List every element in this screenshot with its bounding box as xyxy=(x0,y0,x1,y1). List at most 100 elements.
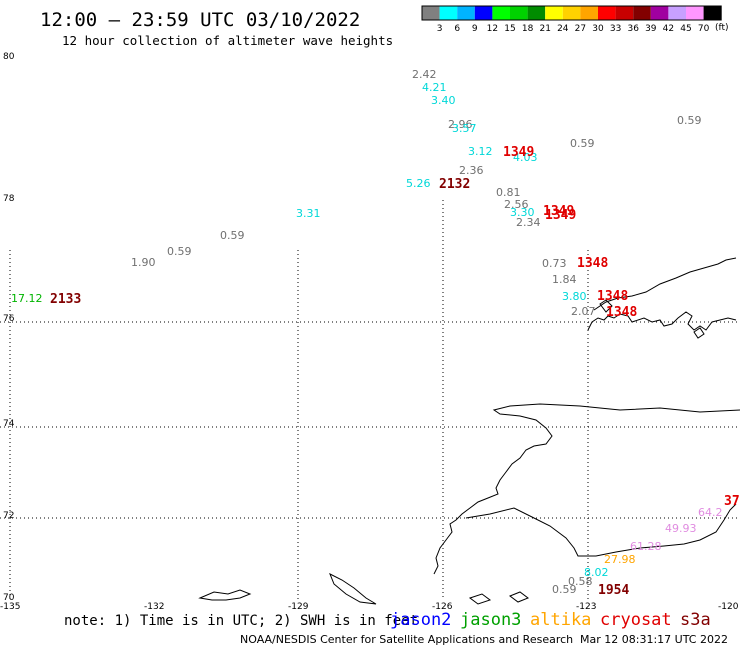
color-scale-swatch xyxy=(439,6,458,20)
wave-height-value: 2.42 xyxy=(412,68,437,81)
color-scale-label: 39 xyxy=(645,24,657,34)
color-scale-label: 18 xyxy=(522,24,534,34)
map-subtitle: 12 hour collection of altimeter wave hei… xyxy=(62,33,393,48)
wave-height-value: 2.36 xyxy=(459,164,484,177)
pass-number: 1954 xyxy=(598,583,629,598)
color-scale-label: 70 xyxy=(698,24,710,34)
coastline xyxy=(198,257,740,605)
units-note: note: 1) Time is in UTC; 2) SWH is in fe… xyxy=(64,613,418,629)
lon-label: -135 xyxy=(0,602,20,612)
lat-label: 72 xyxy=(3,511,14,521)
color-scale-swatch xyxy=(703,6,722,20)
wave-height-value: 3.40 xyxy=(431,94,456,107)
lon-label: -129 xyxy=(288,602,309,612)
wave-height-value: 3.30 xyxy=(510,206,535,219)
color-scale-swatch xyxy=(492,6,510,20)
lat-label: 74 xyxy=(3,419,15,429)
color-scale-swatch xyxy=(422,6,440,20)
wave-height-value: 1.90 xyxy=(131,256,156,269)
lon-label: -132 xyxy=(144,602,164,612)
legend-cryosat: cryosat xyxy=(600,610,672,630)
color-scale-label: 30 xyxy=(592,24,604,34)
wave-height-value: 2.56 xyxy=(504,198,529,211)
coastline-north-shore xyxy=(593,257,737,311)
wave-height-value: 2.34 xyxy=(516,216,541,229)
graticule xyxy=(0,200,740,600)
color-scale-swatch xyxy=(457,6,475,20)
lat-label: 76 xyxy=(3,314,15,324)
color-scale-label: 27 xyxy=(575,24,586,34)
color-scale-swatch xyxy=(527,6,546,20)
color-scale-label: 12 xyxy=(487,24,498,34)
color-scale-swatch xyxy=(633,6,651,20)
color-scale-swatch xyxy=(686,6,704,20)
legend-s3a: s3a xyxy=(680,610,711,630)
pass-number: 1348 xyxy=(577,256,608,271)
wave-height-value: 17.12 xyxy=(11,292,43,305)
color-scale-label: 45 xyxy=(680,24,691,34)
pass-number: 37 xyxy=(724,494,740,509)
pass-number: 1348 xyxy=(606,305,637,320)
map-title: 12:00 – 23:59 UTC 03/10/2022 xyxy=(40,9,360,31)
color-scale-swatch xyxy=(650,6,669,20)
lat-label: 70 xyxy=(3,593,15,603)
wave-height-value: 0.59 xyxy=(167,245,192,258)
legend-jason2: jason2 xyxy=(390,610,451,630)
coastline-mainland xyxy=(433,403,740,575)
coastline-island xyxy=(508,591,530,603)
lat-label: 78 xyxy=(3,194,15,204)
wave-height-value: 2.96 xyxy=(448,118,473,131)
pass-number: 2133 xyxy=(50,292,81,307)
pass-number: 1348 xyxy=(597,289,628,304)
coastline-island xyxy=(468,593,492,605)
color-scale-label: 15 xyxy=(504,24,515,34)
color-scale-swatch xyxy=(580,6,598,20)
wave-height-value: 0.59 xyxy=(552,583,577,596)
wave-height-value: 3.31 xyxy=(296,207,321,220)
coastline-banks-island xyxy=(587,311,737,331)
coastline-delta xyxy=(465,503,737,557)
footer-credit: NOAA/NESDIS Center for Satellite Applica… xyxy=(240,633,573,646)
wave-height-observations: 2.42 4.21 3.40 2.96 3.57 0.59 3.12 4.03 … xyxy=(11,68,723,596)
legend-jason3: jason3 xyxy=(460,610,521,630)
wave-height-value: 4.21 xyxy=(422,81,447,94)
color-scale-label: 42 xyxy=(663,24,674,34)
color-scale-swatch xyxy=(598,6,616,20)
satellite-legend: jason2 jason3 altika cryosat s3a xyxy=(390,610,711,630)
color-scale-label: 21 xyxy=(539,24,550,34)
color-scale-label: 36 xyxy=(627,24,639,34)
color-scale-label: 24 xyxy=(557,24,569,34)
color-scale-label: 9 xyxy=(472,24,478,34)
color-scale-swatch xyxy=(545,6,563,20)
color-scale-label: 3 xyxy=(437,24,443,34)
longitude-labels: -135 -132 -129 -126 -123 -120 xyxy=(0,602,739,612)
color-scale-label: 6 xyxy=(454,24,460,34)
lon-label: -123 xyxy=(576,602,596,612)
wave-height-value: 3.12 xyxy=(468,145,493,158)
wave-height-value: 0.73 xyxy=(542,257,567,270)
coastline-island xyxy=(329,572,377,605)
pass-number: 1349 xyxy=(543,204,574,219)
latitude-labels: 80 78 76 74 72 70 xyxy=(3,52,15,603)
color-scale-label: 33 xyxy=(610,24,621,34)
color-scale-swatch xyxy=(562,6,581,20)
pass-number: 1349 xyxy=(545,208,576,223)
wave-height-value: 0.59 xyxy=(677,114,702,127)
wave-height-value: 3.57 xyxy=(452,122,477,135)
coastline-island xyxy=(693,327,705,339)
wave-height-value: 5.26 xyxy=(406,177,431,190)
color-scale-swatch xyxy=(668,6,686,20)
color-scale-bar xyxy=(421,5,722,21)
color-scale-labels: 3 6 9 12 15 18 21 24 27 30 33 36 39 42 45 70 xyxy=(437,24,710,34)
pass-labels: 1349 2132 1349 1349 1348 2133 1348 1348 … xyxy=(50,145,740,598)
wave-height-value: 2.07 xyxy=(571,305,596,318)
wave-height-value: 4.03 xyxy=(513,151,538,164)
lon-label: -126 xyxy=(432,602,453,612)
lat-label: 80 xyxy=(3,52,15,62)
wave-height-value: 0.81 xyxy=(496,186,521,199)
coastline-island xyxy=(198,589,252,601)
color-scale-swatch xyxy=(510,6,528,20)
pass-number: 2132 xyxy=(439,177,470,192)
color-scale-frame xyxy=(421,5,722,21)
